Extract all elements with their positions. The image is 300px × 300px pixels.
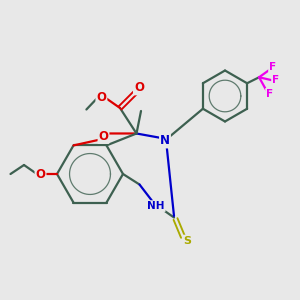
Text: S: S — [183, 236, 191, 246]
Text: O: O — [134, 81, 144, 94]
Text: F: F — [269, 62, 276, 72]
Text: O: O — [96, 91, 106, 104]
Text: NH: NH — [147, 201, 165, 211]
Text: O: O — [98, 130, 109, 143]
Text: F: F — [266, 89, 273, 99]
Text: O: O — [35, 167, 46, 181]
Text: F: F — [272, 75, 279, 85]
Text: N: N — [160, 134, 170, 148]
